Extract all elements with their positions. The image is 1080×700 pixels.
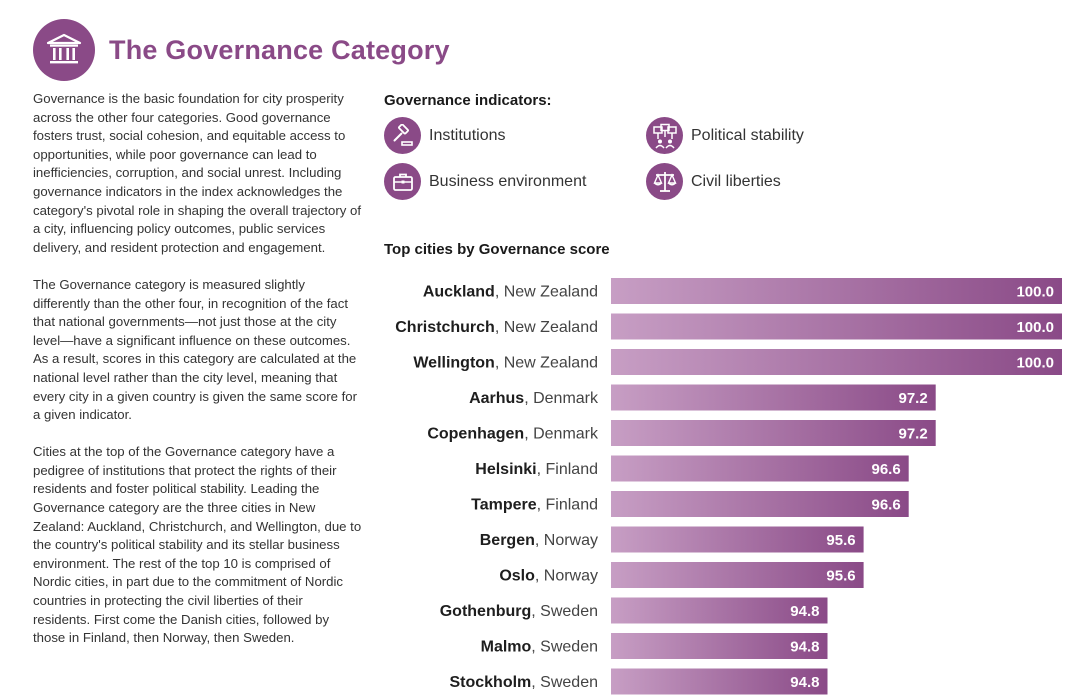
bar-wellington [611,349,1062,375]
intro-text: Governance is the basic foundation for c… [33,90,363,666]
bar-tampere [611,491,909,517]
bar-helsinki [611,455,909,482]
bar-bergen [611,526,864,553]
page-title: The Governance Category [109,34,450,65]
indicator-label: Political stability [691,126,804,144]
indicator-label: Business environment [429,172,587,190]
briefcase-icon [384,163,421,200]
bar-value-label: 96.6 [871,497,900,514]
category-label: Helsinki, Finland [475,461,598,478]
bar-value-label: 100.0 [1016,319,1054,336]
indicator-civil-liberties: Civil liberties [646,163,781,200]
indicator-political-stability: Political stability [646,117,804,154]
indicator-business-environment: Business environment [384,163,586,200]
bar-aarhus [611,384,936,411]
bar-malmo [611,633,828,659]
category-label: Auckland, New Zealand [423,284,598,301]
protest-signs-icon [646,117,683,154]
bar-value-label: 94.8 [790,603,819,620]
bar-value-label: 94.8 [790,674,819,691]
category-label: Bergen, Norway [480,532,598,549]
bar-copenhagen [611,420,936,446]
category-label: Gothenburg, Sweden [440,603,598,620]
header: The Governance Category [33,18,450,82]
category-label: Copenhagen, Denmark [427,426,599,443]
gavel-icon [384,117,421,154]
bar-value-label: 100.0 [1016,355,1054,372]
indicator-label: Institutions [429,126,506,144]
intro-paragraph-2: The Governance category is measured slig… [33,276,357,423]
chart-title: Top cities by Governance score [384,241,610,258]
indicator-institutions: Institutions [384,117,505,154]
category-label: Aarhus, Denmark [469,390,599,407]
bar-stockholm [611,668,828,695]
intro-paragraph-3: Cities at the top of the Governance cate… [33,444,362,646]
bar-value-label: 96.6 [871,461,900,478]
category-label: Stockholm, Sweden [449,674,598,691]
category-label: Oslo, Norway [499,568,598,585]
bar-value-label: 94.8 [790,639,819,656]
category-label: Wellington, New Zealand [413,355,598,372]
bar-value-label: 97.2 [898,390,927,407]
bar-value-label: 95.6 [826,532,855,549]
bar-gothenburg [611,597,828,624]
category-label: Tampere, Finland [471,497,598,514]
bar-oslo [611,562,864,588]
bar-value-label: 100.0 [1016,284,1054,301]
indicator-label: Civil liberties [691,172,781,190]
government-building-icon [33,19,95,81]
scales-icon [646,163,683,200]
category-label: Malmo, Sweden [481,639,598,656]
indicators-title: Governance indicators: [384,92,552,109]
category-label: Christchurch, New Zealand [395,319,598,336]
bar-christchurch [611,313,1062,340]
bar-value-label: 95.6 [826,568,855,585]
bar-value-label: 97.2 [898,426,927,443]
bar-auckland [611,278,1062,304]
intro-paragraph-1: Governance is the basic foundation for c… [33,91,361,255]
